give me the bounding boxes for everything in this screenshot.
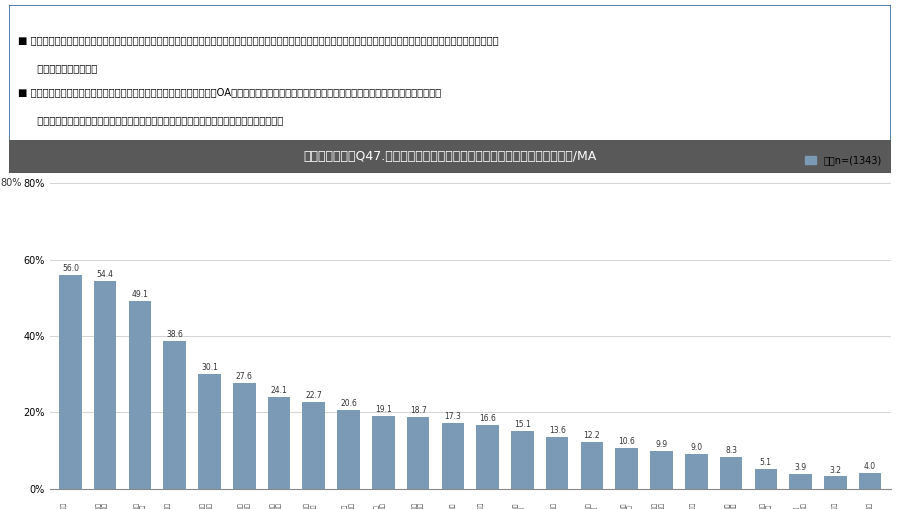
Text: 15.1: 15.1 [514,420,531,429]
Text: 顧客との打合せを
することが難しい: 顧客との打合せを することが難しい [412,502,424,509]
Text: 【従業員調査】Q47.テレワーク（在宅勤務）のデメリットとして感じること/MA: 【従業員調査】Q47.テレワーク（在宅勤務）のデメリットとして感じること/MA [303,150,597,163]
Text: 仕事に集中できる
空間がない: 仕事に集中できる 空間がない [551,502,563,509]
Bar [476,426,499,489]
Text: 20.6: 20.6 [340,399,357,408]
Bar [59,275,82,489]
Text: 9.0: 9.0 [690,443,702,453]
Text: 22.7: 22.7 [305,391,322,400]
Text: 9.9: 9.9 [655,440,668,449]
Text: 12.2: 12.2 [583,431,600,440]
Text: 長時間労働に
なりやすい: 長時間労働に なりやすい [621,502,633,509]
Text: 仕事が適正に
評価されない: 仕事が適正に 評価されない [725,502,737,509]
Text: に関する事項が多い。: に関する事項が多い。 [31,63,97,73]
Text: 仕事と仕事以外の
時間の切り分けが
難しい: 仕事と仕事以外の 時間の切り分けが 難しい [200,502,219,509]
Bar [754,469,777,489]
Text: 家族がいるときに、
仕事に集中しづらい: 家族がいるときに、 仕事に集中しづらい [238,502,250,509]
Text: 24.1: 24.1 [271,386,287,395]
Text: Web会議において、
金銭的・通信環境等の
意識違通が面倒: Web会議において、 金銭的・通信環境等の 意識違通が面倒 [304,502,323,509]
Bar [580,442,603,489]
Bar [824,476,847,489]
Bar [546,437,569,489]
Text: OA機器（モニター・
プリンタなど）が
揃っていない: OA機器（モニター・ プリンタなど）が 揃っていない [166,502,184,509]
Text: 3.2: 3.2 [830,466,842,474]
Text: 8.3: 8.3 [725,446,737,455]
FancyBboxPatch shape [9,140,891,173]
Bar [511,431,534,489]
FancyBboxPatch shape [9,5,891,143]
Bar [616,448,638,489]
Text: 作業する場所・机・
椅子等に作業環境が
整っていない: 作業する場所・机・ 椅子等に作業環境が 整っていない [270,502,288,509]
Text: 49.1: 49.1 [131,290,149,299]
Bar [338,410,360,489]
Text: 30.1: 30.1 [201,363,218,372]
Text: 健康管理が
難しい: 健康管理が 難しい [586,502,598,509]
Text: 仕事で感じるスト
レスが増加する: 仕事で感じるスト レスが増加する [760,502,772,509]
Text: 上司とのコミュニ
ケーションがとり
にくい: 上司とのコミュニ ケーションがとり にくい [95,502,114,509]
Bar [302,402,325,489]
Text: 38.6: 38.6 [166,330,183,340]
Text: 56.0: 56.0 [62,264,79,273]
Text: 13.6: 13.6 [549,426,565,435]
Bar [164,341,186,489]
Text: 事以外の時間の切り分けが難しい」「家族がいるときに、仕事に集中しづらい」等も多い。: 事以外の時間の切り分けが難しい」「家族がいるときに、仕事に集中しづらい」等も多い… [31,115,284,125]
Text: ■ テレワークを実施する際のデメリットとしては、「同僚や部下とのコミュニケーションがとりにくい」「上司とのコミュニケーションがとりにくい」等のコミュニケーション: ■ テレワークを実施する際のデメリットとしては、「同僚や部下とのコミュニケーショ… [18,35,499,45]
Text: その他: その他 [832,502,838,509]
Text: 18.7: 18.7 [410,406,427,415]
Text: 27.6: 27.6 [236,373,253,381]
Text: ■ その他、「テレワーク（在宅勤務）で可能な業務が限られている」「OA機器が揃っていない」「作業する場所の作業環境が整っていない」「仕事と仕: ■ その他、「テレワーク（在宅勤務）で可能な業務が限られている」「OA機器が揃っ… [18,88,441,98]
Text: 4.0: 4.0 [864,463,877,471]
Bar [650,451,673,489]
Bar [685,454,707,489]
Bar [442,422,464,489]
Bar [720,457,742,489]
Text: 同僚や部下とのコミュニ
ケーションがとり
にくい: 同僚や部下とのコミュニ ケーションがとり にくい [61,502,80,509]
Text: 80%: 80% [0,178,22,188]
Bar [859,473,881,489]
Bar [94,281,116,489]
Text: 19.1: 19.1 [375,405,392,414]
Text: 54.4: 54.4 [96,270,113,279]
Bar [129,301,151,489]
Text: 在宅勤務で可能な
業務が限られる: 在宅勤務で可能な 業務が限られる [134,502,146,509]
Text: スキルアップが
難しい: スキルアップが 難しい [690,502,702,509]
Text: 在宅勤務に関わる
手続きや報告などが
面倒: 在宅勤務に関わる 手続きや報告などが 面倒 [374,502,392,509]
Text: 時間外・深夜・
休日労働が増加する: 時間外・深夜・ 休日労働が増加する [795,502,806,509]
Bar [372,416,394,489]
Bar [789,474,812,489]
Bar [267,397,291,489]
Text: 3.9: 3.9 [795,463,806,472]
Text: オフィスに集中できる
連絡対応や業務の
管理が難しい: オフィスに集中できる 連絡対応や業務の 管理が難しい [513,502,532,509]
Text: 17.3: 17.3 [445,412,462,420]
Bar [198,374,220,489]
Text: 時間管理（タイム
マネジメント）が
難しい: 時間管理（タイム マネジメント）が 難しい [652,502,670,509]
Legend: 全体n=(1343): 全体n=(1343) [801,152,886,169]
Text: 10.6: 10.6 [618,437,635,446]
Bar [233,383,256,489]
Text: 5.1: 5.1 [760,458,772,467]
Text: 16.6: 16.6 [479,414,496,423]
Text: 自宅や外出先の
インターネット環境が
よくない: 自宅や外出先の インターネット環境が よくない [444,502,463,509]
Text: 仕事の生産性・
効率性が低下する: 仕事の生産性・ 効率性が低下する [343,502,355,509]
Bar [407,417,429,489]
Text: 礼儀や外出先の
連絡が
難しい: 礼儀や外出先の 連絡が 難しい [478,502,497,509]
Text: 特にない: 特にない [868,502,873,509]
